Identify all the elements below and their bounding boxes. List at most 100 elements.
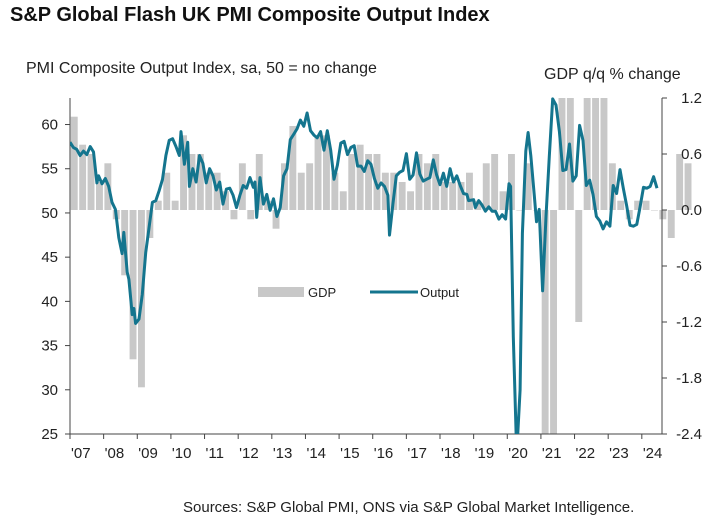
output-line — [70, 97, 659, 434]
y-axis-label-left: PMI Composite Output Index, sa, 50 = no … — [26, 60, 377, 77]
gdp-bar — [70, 116, 78, 210]
gdp-bar — [356, 144, 364, 210]
gdp-bar — [281, 163, 288, 210]
gdp-bar — [79, 144, 87, 210]
gdp-bar — [466, 172, 473, 210]
x-tick-label: '20 — [508, 445, 528, 462]
gdp-bar — [457, 182, 465, 210]
left-tick-labels: 25 30 35 40 45 50 55 60 — [41, 117, 58, 443]
gdp-bar — [642, 200, 650, 210]
gdp-bar — [482, 163, 490, 210]
right-tick-label: 0.6 — [681, 146, 702, 163]
x-tick-label: '22 — [576, 445, 596, 462]
x-tick-label: '13 — [273, 445, 293, 462]
gdp-bar — [314, 135, 322, 210]
gdp-bar — [323, 135, 330, 210]
x-tick-label: '14 — [306, 445, 326, 462]
x-tick-label: '15 — [340, 445, 360, 462]
gdp-bar — [508, 154, 515, 210]
gdp-bar — [684, 163, 692, 210]
gdp-bar — [297, 172, 305, 210]
right-tick-label: 1.2 — [681, 90, 702, 107]
left-tick-label: 25 — [41, 426, 58, 443]
gdp-bar — [676, 154, 684, 210]
gdp-bar — [592, 98, 599, 210]
right-tick-labels: -2.4 -1.8 -1.2 -0.6 0.0 0.6 1.2 — [676, 90, 702, 443]
gdp-bar — [365, 154, 372, 210]
gdp-bar — [516, 210, 524, 211]
gdp-bar — [407, 191, 414, 210]
x-tick-labels: '07 '08 '09 '10 '11 '12 '13 '14 '15 '16 '17 '18 '19 '… — [71, 445, 662, 462]
left-tick-label: 40 — [41, 293, 58, 310]
x-tick-label: '08 — [105, 445, 125, 462]
x-tick-label: '21 — [542, 445, 562, 462]
gdp-bar — [306, 163, 314, 210]
x-tick-label: '11 — [206, 445, 224, 462]
gdp-bar — [154, 200, 162, 210]
x-tick-label: '18 — [441, 445, 461, 462]
legend: GDP Output — [258, 285, 459, 300]
gdp-bar — [205, 172, 213, 210]
gdp-bar — [423, 163, 431, 210]
gdp-bar — [634, 200, 642, 210]
gdp-bar — [87, 154, 95, 210]
x-tick-label: '17 — [407, 445, 427, 462]
gdp-bar — [171, 200, 179, 210]
gdp-bar — [222, 191, 229, 210]
gdp-bar — [659, 210, 667, 220]
gdp-bar — [575, 210, 583, 322]
left-tick-label: 35 — [41, 338, 58, 355]
gdp-bars-group — [70, 98, 692, 434]
gdp-bar — [651, 210, 658, 211]
gdp-bar — [440, 182, 448, 210]
right-tick-label: -2.4 — [676, 426, 702, 443]
gdp-bar — [339, 191, 347, 210]
gdp-bar — [163, 172, 171, 210]
x-tick-label: '24 — [643, 445, 663, 462]
gdp-bar — [196, 154, 204, 210]
left-tick-label: 55 — [41, 161, 58, 178]
gdp-bar — [348, 154, 356, 210]
gdp-bar — [129, 210, 137, 360]
gdp-bar — [600, 98, 608, 210]
gdp-bar — [289, 126, 297, 210]
legend-gdp-swatch — [258, 287, 304, 297]
gdp-bar — [550, 210, 557, 434]
legend-output-label: Output — [420, 285, 459, 300]
right-tick-label: -1.8 — [676, 370, 702, 387]
gdp-bar — [415, 154, 423, 210]
gdp-bar — [213, 172, 221, 210]
left-tick-label: 50 — [41, 205, 58, 222]
left-tick-label: 60 — [41, 117, 58, 134]
gdp-bar — [188, 154, 196, 210]
y-axis-label-right: GDP q/q % change — [544, 66, 681, 83]
chart-title: S&P Global Flash UK PMI Composite Output… — [10, 4, 490, 26]
gdp-bar — [541, 210, 549, 434]
gdp-bar — [230, 210, 238, 220]
left-tick-label: 45 — [41, 249, 58, 266]
x-tick-label: '12 — [239, 445, 259, 462]
output-line-group — [70, 97, 659, 434]
gdp-bar — [180, 135, 187, 210]
gdp-bar — [331, 172, 339, 210]
x-tick-label: '07 — [71, 445, 91, 462]
gdp-bar — [247, 210, 255, 220]
gdp-bar — [583, 98, 591, 210]
gdp-bar — [499, 191, 507, 210]
legend-gdp-label: GDP — [308, 285, 336, 300]
x-tick-label: '10 — [172, 445, 192, 462]
gdp-bar — [96, 182, 103, 210]
gdp-bar — [398, 182, 406, 210]
gdp-bar — [491, 154, 499, 210]
right-tick-label: -0.6 — [676, 258, 702, 275]
x-tick-label: '19 — [475, 445, 495, 462]
gdp-bar — [524, 163, 532, 210]
right-tick-label: 0.0 — [681, 202, 702, 219]
source-note: Sources: S&P Global PMI, ONS via S&P Glo… — [183, 499, 635, 516]
x-tick-label: '09 — [138, 445, 158, 462]
gdp-bar — [449, 182, 457, 210]
gdp-bar — [667, 210, 675, 238]
right-tick-label: -1.2 — [676, 314, 702, 331]
left-tick-label: 30 — [41, 382, 58, 399]
